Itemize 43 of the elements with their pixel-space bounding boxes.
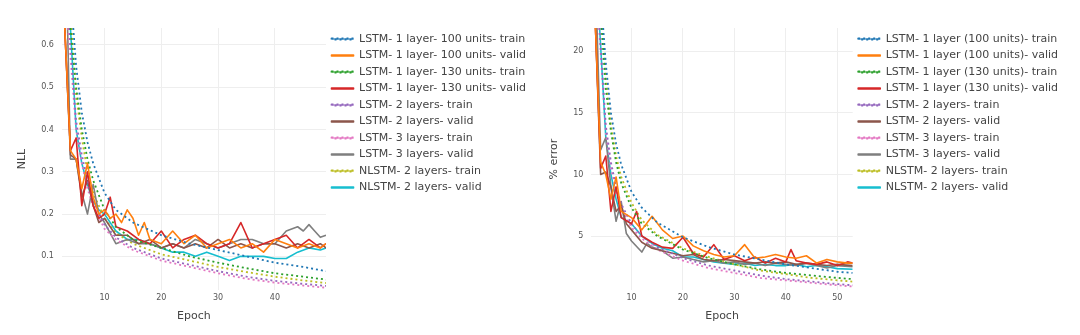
legend-label: LSTM- 2 layers- train: [885, 97, 1000, 111]
legend-label: LSTM- 3 layers- train: [359, 130, 473, 144]
x-tick-label: 40: [269, 293, 280, 303]
y-tick-label: 0.1: [41, 251, 54, 261]
legend-label: LSTM- 3 layers- valid: [885, 147, 1001, 161]
legend-label: LSTM- 1 layer- 100 units- valid: [359, 48, 527, 62]
y-axis-title: % error: [547, 138, 561, 180]
x-tick-label: 30: [729, 293, 740, 303]
legend-label: LSTM- 1 layer (130 units)- valid: [885, 81, 1059, 95]
legend-label: LSTM- 3 layers- train: [885, 130, 1000, 144]
legend-label: LSTM- 2 layers- valid: [359, 114, 474, 128]
y-axis-title: NLL: [15, 147, 29, 170]
x-tick-label: 20: [677, 293, 689, 303]
legend-label: LSTM- 1 layer (100 units)- valid: [885, 48, 1059, 62]
legend-label: NLSTM- 2 layers- valid: [359, 180, 482, 194]
legend-label: LSTM- 1 layer- 100 units- train: [359, 31, 526, 45]
x-tick-label: 50: [832, 293, 843, 303]
y-tick-label: 0.5: [41, 82, 54, 92]
y-tick-label: 0.6: [41, 39, 54, 49]
legend-label: LSTM- 1 layer- 130 units- valid: [359, 81, 527, 95]
legend-label: LSTM- 2 layers- valid: [885, 114, 1001, 128]
legend-label: LSTM- 1 layer (100 units)- train: [885, 31, 1058, 45]
y-tick-label: 5: [578, 231, 584, 241]
x-axis-title: Epoch: [705, 309, 739, 323]
x-axis-title: Epoch: [177, 309, 211, 323]
y-tick-label: 10: [573, 169, 584, 179]
y-tick-label: 0.4: [41, 124, 54, 134]
legend-label: LSTM- 3 layers- valid: [359, 147, 474, 161]
x-tick-label: 10: [626, 293, 637, 303]
x-tick-label: 10: [99, 293, 110, 303]
y-tick-label: 20: [573, 46, 584, 56]
y-tick-label: 15: [573, 108, 584, 118]
y-tick-label: 0.2: [41, 209, 54, 219]
legend-label: NLSTM- 2 layers- train: [359, 163, 481, 177]
legend-label: NLSTM- 2 layers- valid: [885, 180, 1009, 194]
y-tick-label: 0.3: [41, 166, 54, 176]
legend-label: LSTM- 1 layer- 130 units- train: [359, 64, 526, 78]
legend-label: LSTM- 2 layers- train: [359, 97, 473, 111]
x-tick-label: 40: [780, 293, 791, 303]
x-tick-label: 20: [156, 293, 167, 303]
legend-label: LSTM- 1 layer (130 units)- train: [885, 64, 1058, 78]
x-tick-label: 30: [213, 293, 224, 303]
legend-label: NLSTM- 2 layers- train: [885, 163, 1008, 177]
